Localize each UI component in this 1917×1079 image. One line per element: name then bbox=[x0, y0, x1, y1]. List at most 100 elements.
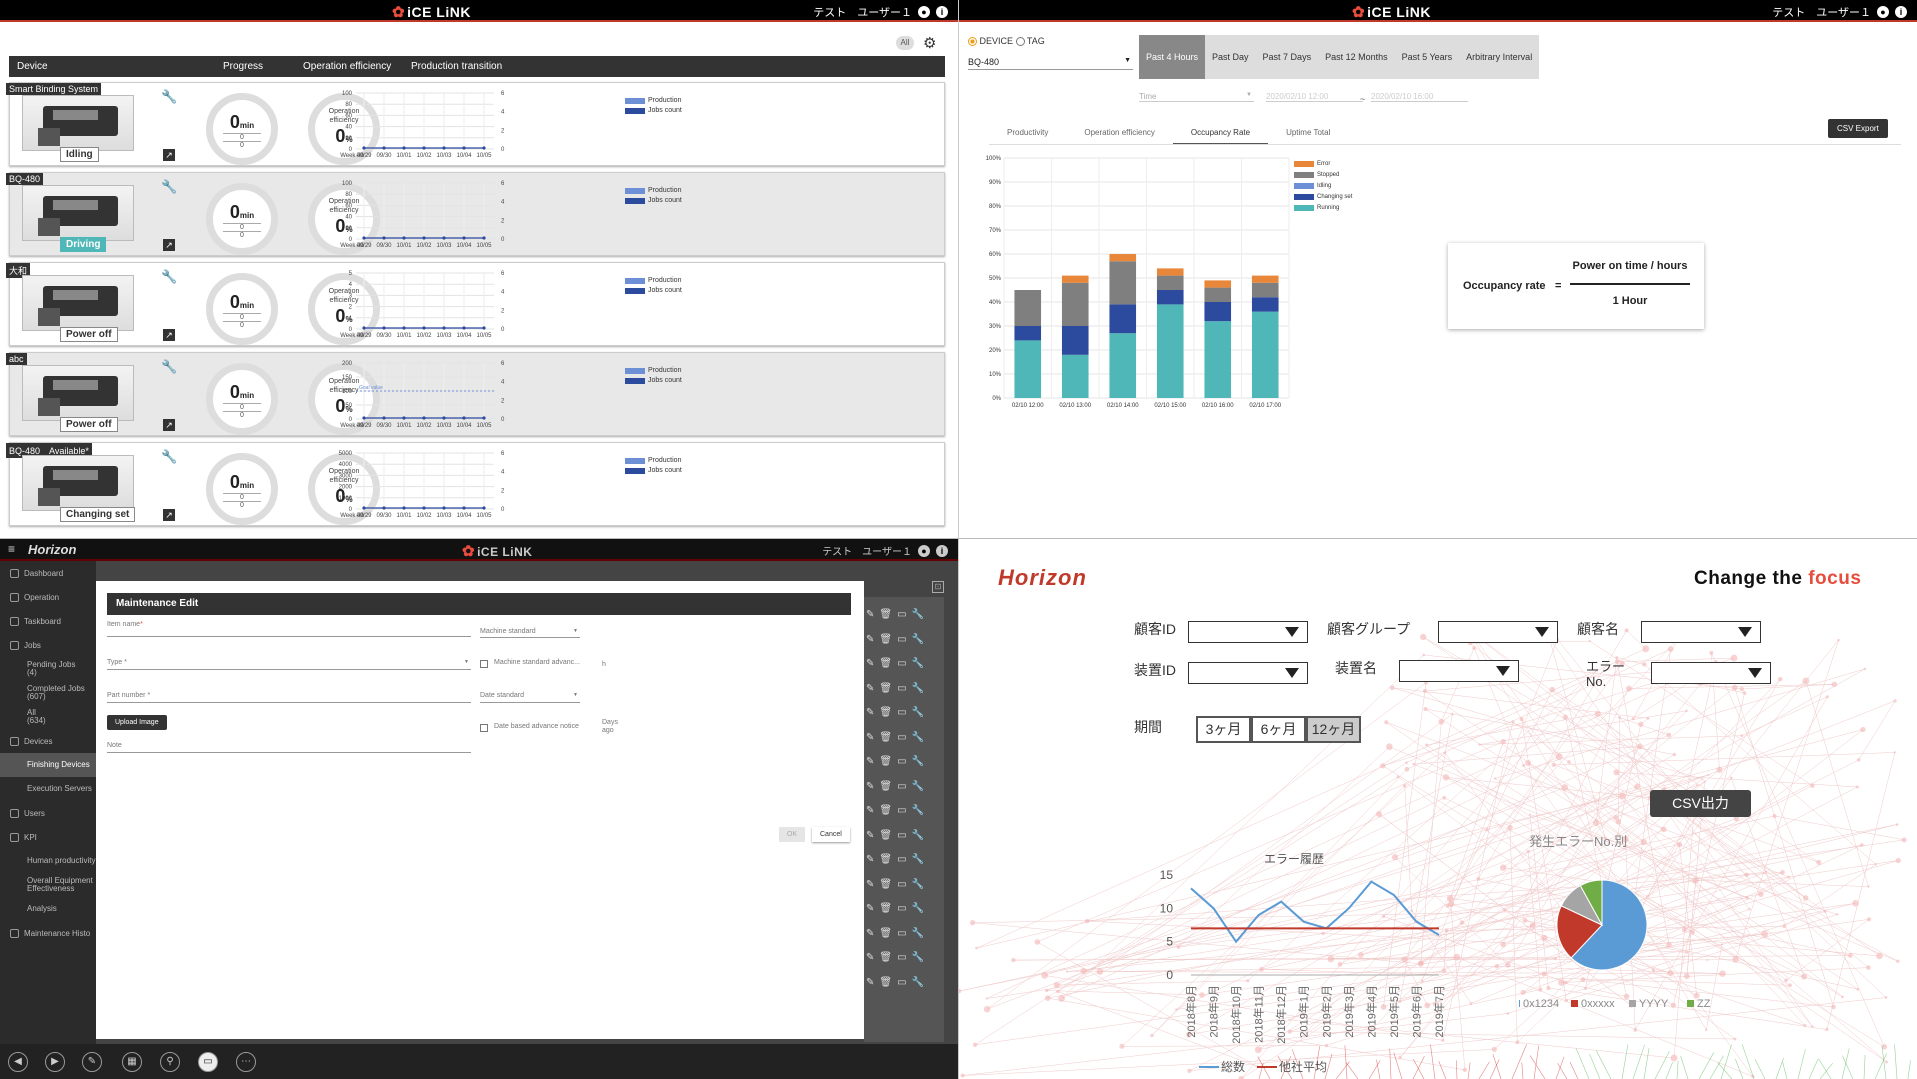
wrench-icon[interactable]: 🔧 bbox=[911, 952, 924, 963]
edit-icon[interactable]: ✎ bbox=[866, 609, 875, 620]
sidebar-item[interactable]: Overall Equipment Effectiveness bbox=[0, 873, 96, 897]
csv-export-button[interactable]: CSV Export bbox=[1828, 119, 1888, 138]
sidebar-item[interactable]: Maintenance Histo bbox=[0, 921, 96, 945]
info-icon[interactable]: i bbox=[1895, 6, 1907, 18]
edit-icon[interactable]: ✎ bbox=[866, 658, 875, 669]
period-button[interactable]: 12ヶ月 bbox=[1306, 716, 1361, 743]
sidebar-item[interactable]: Execution Servers bbox=[0, 777, 96, 801]
cancel-button[interactable]: Cancel bbox=[812, 827, 850, 842]
customer-name-select[interactable] bbox=[1641, 621, 1761, 643]
tab-period[interactable]: Past 12 Months bbox=[1325, 52, 1388, 62]
upload-image-button[interactable]: Upload Image bbox=[107, 715, 167, 730]
csv-output-button[interactable]: CSV出力 bbox=[1650, 790, 1751, 817]
sidebar-item[interactable]: Human productivity bbox=[0, 849, 96, 873]
wrench-icon[interactable]: 🔧 bbox=[911, 609, 924, 620]
wrench-icon[interactable]: 🔧 bbox=[911, 633, 924, 645]
wrench-icon[interactable]: 🔧 bbox=[161, 359, 178, 374]
edit-icon[interactable]: ✎ bbox=[866, 976, 875, 988]
trash-icon[interactable]: 🗑 bbox=[879, 854, 893, 865]
time-select[interactable]: Time ▼ bbox=[1139, 92, 1254, 102]
user-icon[interactable]: ● bbox=[918, 6, 930, 18]
trash-icon[interactable]: 🗑 bbox=[879, 878, 893, 890]
monitor-icon[interactable]: ▭ bbox=[897, 854, 907, 865]
sidebar-item[interactable]: Devices bbox=[0, 729, 96, 753]
wrench-icon[interactable]: 🔧 bbox=[911, 731, 924, 743]
edit-icon[interactable]: ✎ bbox=[866, 952, 875, 963]
forward-icon[interactable]: ▶ bbox=[45, 1052, 65, 1072]
gear-icon[interactable]: ⚙ bbox=[923, 35, 937, 52]
customer-id-select[interactable] bbox=[1188, 621, 1308, 643]
tab-metric[interactable]: Uptime Total bbox=[1286, 128, 1331, 137]
tab-metric[interactable]: Occupancy Rate bbox=[1172, 124, 1269, 145]
trash-icon[interactable]: 🗑 bbox=[879, 707, 893, 718]
monitor-icon[interactable]: ▭ bbox=[897, 633, 907, 645]
tag-radio[interactable] bbox=[1015, 37, 1025, 47]
more-icon[interactable]: ⋯ bbox=[236, 1052, 256, 1072]
monitor-icon[interactable]: ▭ bbox=[897, 756, 907, 767]
period-button[interactable]: 6ヶ月 bbox=[1251, 716, 1306, 743]
chart-icon[interactable]: ↗ bbox=[163, 329, 175, 341]
item-name-field[interactable]: Item name* bbox=[107, 621, 471, 637]
edit-icon[interactable]: ✎ bbox=[866, 927, 875, 939]
edit-icon[interactable]: ✎ bbox=[866, 805, 875, 816]
user-icon[interactable]: ● bbox=[918, 544, 930, 557]
trash-icon[interactable]: 🗑 bbox=[879, 658, 893, 669]
sidebar-item[interactable]: Taskboard bbox=[0, 609, 96, 633]
device-radio[interactable] bbox=[968, 37, 977, 47]
trash-icon[interactable]: 🗑 bbox=[879, 976, 893, 988]
chart-icon[interactable]: ↗ bbox=[163, 149, 175, 161]
machine-advance-checkbox[interactable] bbox=[480, 660, 488, 668]
back-icon[interactable]: ◀ bbox=[8, 1052, 28, 1072]
device-name-select[interactable] bbox=[1399, 660, 1519, 682]
sidebar-item[interactable]: Operation bbox=[0, 585, 96, 609]
all-toggle[interactable]: All bbox=[896, 36, 914, 50]
edit-icon[interactable]: ✎ bbox=[866, 707, 875, 718]
sidebar-item[interactable]: Completed Jobs (607) bbox=[0, 681, 96, 705]
tab-period[interactable]: Past 7 Days bbox=[1262, 52, 1312, 62]
wrench-icon[interactable]: 🔧 bbox=[911, 780, 924, 792]
trash-icon[interactable]: 🗑 bbox=[879, 780, 893, 792]
menu-icon[interactable]: ≡ bbox=[8, 542, 16, 556]
wrench-icon[interactable]: 🔧 bbox=[911, 829, 924, 841]
date-to-input[interactable]: 2020/02/10 16:00 bbox=[1371, 92, 1468, 102]
wrench-icon[interactable]: 🔧 bbox=[911, 682, 924, 694]
wrench-icon[interactable]: 🔧 bbox=[911, 707, 924, 718]
tab-metric[interactable]: Productivity bbox=[1007, 128, 1049, 137]
wrench-icon[interactable]: 🔧 bbox=[161, 89, 178, 104]
monitor-icon[interactable]: ▭ bbox=[897, 903, 907, 914]
tab-metric[interactable]: Operation efficiency bbox=[1084, 128, 1155, 137]
screen-icon[interactable]: ▭ bbox=[198, 1052, 218, 1072]
monitor-icon[interactable]: ▭ bbox=[897, 780, 907, 792]
type-select[interactable]: Type * ▼ bbox=[107, 659, 471, 670]
tab-period[interactable]: Past 5 Years bbox=[1401, 52, 1453, 62]
edit-icon[interactable]: ✎ bbox=[866, 878, 875, 890]
trash-icon[interactable]: 🗑 bbox=[879, 903, 893, 914]
tab-period[interactable]: Past Day bbox=[1212, 52, 1249, 62]
wrench-icon[interactable]: 🔧 bbox=[911, 878, 924, 890]
user-icon[interactable]: ● bbox=[1877, 6, 1889, 18]
trash-icon[interactable]: 🗑 bbox=[879, 829, 893, 841]
tab-period[interactable]: Past 4 Hours bbox=[1139, 35, 1206, 79]
monitor-icon[interactable]: ▭ bbox=[897, 976, 907, 988]
trash-icon[interactable]: 🗑 bbox=[879, 927, 893, 939]
edit-icon[interactable]: ✎ bbox=[866, 903, 875, 914]
period-button[interactable]: 3ヶ月 bbox=[1196, 716, 1251, 743]
sidebar-item[interactable]: KPI bbox=[0, 825, 96, 849]
monitor-icon[interactable]: ▭ bbox=[897, 731, 907, 743]
pages-icon[interactable]: ▦ bbox=[122, 1052, 142, 1072]
edit-icon[interactable]: ✎ bbox=[866, 756, 875, 767]
ok-button[interactable]: OK bbox=[779, 827, 806, 842]
edit-icon[interactable]: ✎ bbox=[866, 829, 875, 841]
chart-icon[interactable]: ↗ bbox=[163, 239, 175, 251]
date-advance-checkbox[interactable] bbox=[480, 724, 488, 732]
monitor-icon[interactable]: ▭ bbox=[897, 707, 907, 718]
sidebar-item[interactable]: Pending Jobs (4) bbox=[0, 657, 96, 681]
part-number-field[interactable]: Part number * bbox=[107, 692, 471, 703]
trash-icon[interactable]: 🗑 bbox=[879, 805, 893, 816]
wrench-icon[interactable]: 🔧 bbox=[161, 449, 178, 464]
device-id-select[interactable] bbox=[1188, 662, 1308, 684]
customer-group-select[interactable] bbox=[1438, 621, 1558, 643]
monitor-icon[interactable]: ▭ bbox=[897, 878, 907, 890]
trash-icon[interactable]: 🗑 bbox=[879, 731, 893, 743]
machine-standard-select[interactable]: Machine standard ▼ bbox=[480, 628, 580, 638]
